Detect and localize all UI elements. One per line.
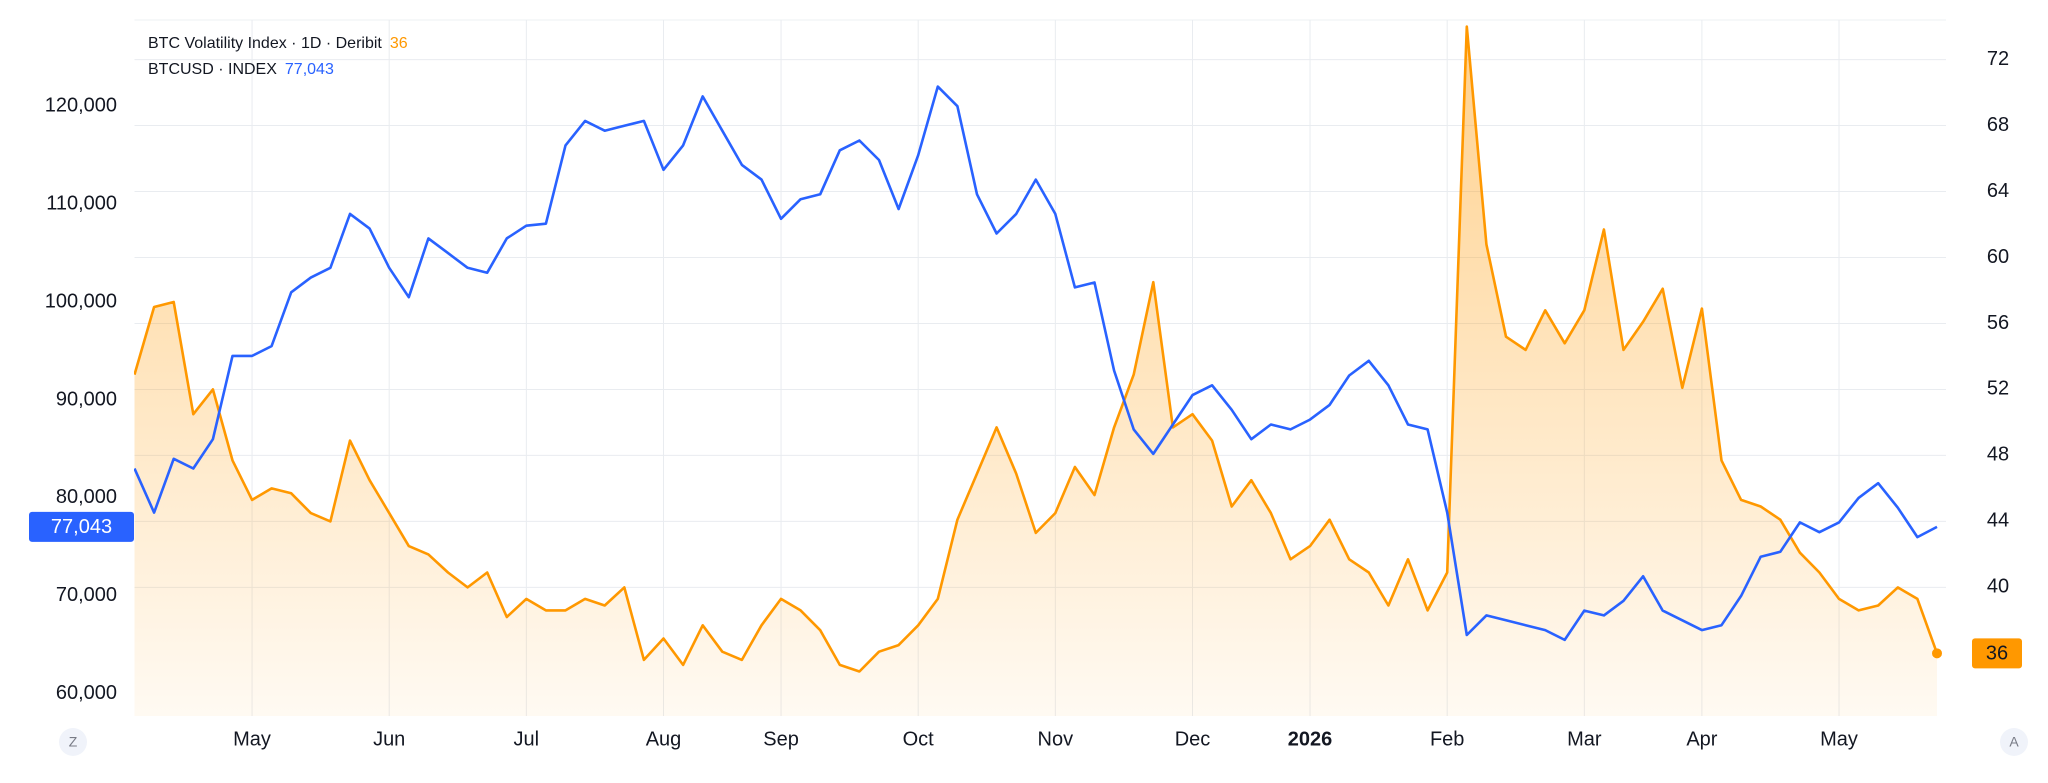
y2-tick-label: 52 <box>1987 378 2009 400</box>
x-tick-label: Aug <box>646 728 682 750</box>
x-tick-label: May <box>1820 728 1858 750</box>
y-tick-label: 120,000 <box>45 94 117 116</box>
area-fill <box>134 26 1937 716</box>
y2-tick-label: 64 <box>1987 180 2009 202</box>
price-badge <box>29 511 134 542</box>
x-tick-label: Jul <box>514 728 540 750</box>
y-tick-label: 80,000 <box>56 486 117 508</box>
legend-name: BTCUSD · INDEX <box>148 61 277 78</box>
x-tick-label: Dec <box>1175 728 1211 750</box>
y2-tick-label: 48 <box>1987 444 2009 466</box>
price-badge-label: 77,043 <box>51 516 112 538</box>
legend-value: 77,043 <box>285 61 334 78</box>
y-tick-label: 60,000 <box>56 682 117 704</box>
x-tick-label: Apr <box>1686 728 1717 750</box>
series-line <box>134 25 1939 673</box>
axes: 40 44 48 52 56 60 64 68 72 60,000 70,000 80,000 90,0… <box>29 35 2028 756</box>
y2-tick-label: 40 <box>1987 576 2009 598</box>
x-tick-label: May <box>233 728 271 750</box>
y2-tick-label: 72 <box>1987 48 2009 70</box>
legend-entry: BTC Volatility Index · 1D · Deribit 36 <box>148 35 408 52</box>
y2-tick-label: 60 <box>1987 246 2009 268</box>
legend-entry: BTCUSD · INDEX 77,043 <box>148 61 334 78</box>
y-tick-label: 100,000 <box>45 290 117 312</box>
series-line <box>134 85 1938 642</box>
y-tick-label: 70,000 <box>56 584 117 606</box>
x-tick-label: 2026 <box>1288 728 1333 750</box>
y2-tick-label: 68 <box>1987 114 2009 136</box>
x-tick-label: Jun <box>373 728 405 750</box>
price-badge <box>1972 638 2022 669</box>
legend-value: 36 <box>390 35 408 52</box>
legend-name: BTC Volatility Index · 1D · Deribit <box>148 35 382 52</box>
y2-tick-label: 56 <box>1987 312 2009 334</box>
y2-tick-label: 44 <box>1987 510 2009 532</box>
corner-button[interactable] <box>59 728 87 756</box>
corner-button-label: Z <box>69 734 78 750</box>
x-tick-label: Sep <box>763 728 799 750</box>
price-badge-label: 36 <box>1986 643 2008 665</box>
plot-area <box>134 25 1939 716</box>
x-tick-label: Nov <box>1038 728 1074 750</box>
corner-button-label: A <box>2009 734 2019 750</box>
corner-button[interactable] <box>2000 728 2028 756</box>
x-tick-label: Mar <box>1567 728 1602 750</box>
y-tick-label: 90,000 <box>56 388 117 410</box>
x-tick-label: Oct <box>903 728 935 750</box>
x-tick-label: Feb <box>1430 728 1464 750</box>
end-dot <box>1932 648 1942 659</box>
y-tick-label: 110,000 <box>46 192 117 214</box>
